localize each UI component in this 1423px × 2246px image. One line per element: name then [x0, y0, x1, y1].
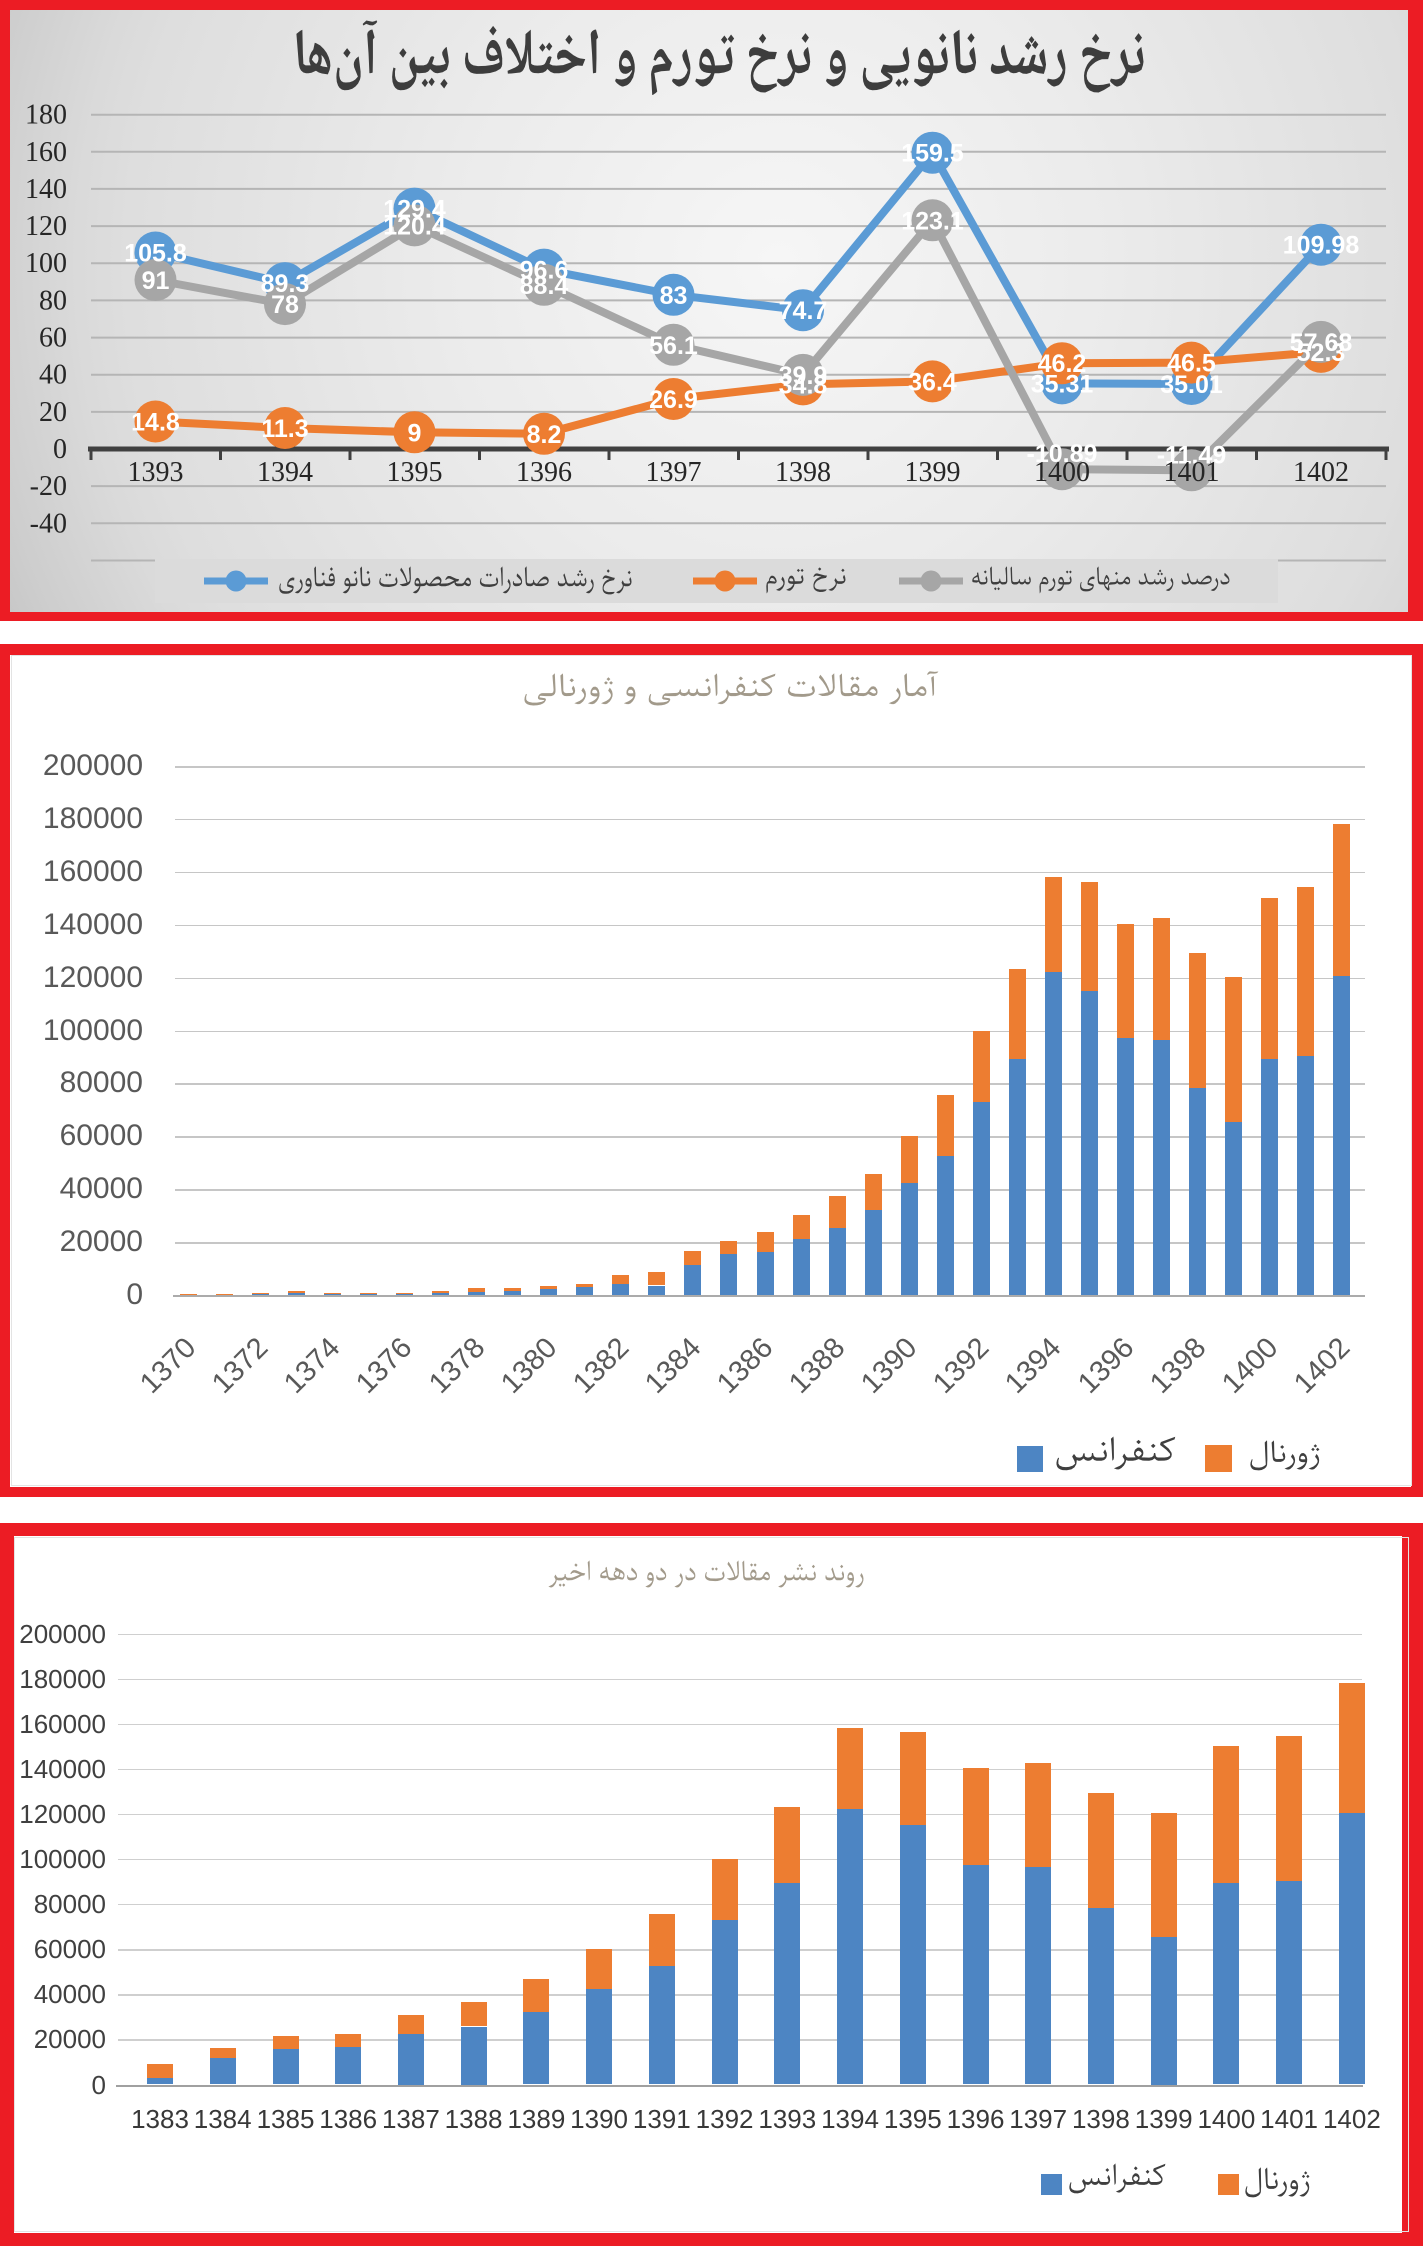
svg-text:1399: 1399 — [905, 457, 961, 488]
svg-text:36.4: 36.4 — [908, 368, 957, 396]
svg-text:26.9: 26.9 — [649, 386, 698, 414]
svg-text:57.68: 57.68 — [1290, 329, 1353, 357]
svg-text:60: 60 — [39, 323, 67, 354]
svg-text:-11.49: -11.49 — [1157, 441, 1227, 469]
svg-text:-10.89: -10.89 — [1027, 440, 1098, 468]
svg-text:1398: 1398 — [775, 457, 831, 488]
svg-text:129.4: 129.4 — [383, 196, 446, 224]
svg-text:123.1: 123.1 — [901, 207, 964, 235]
svg-text:120.4: 120.4 — [383, 212, 446, 240]
svg-text:0: 0 — [53, 434, 67, 465]
svg-text:-20: -20 — [30, 471, 67, 502]
svg-text:1401: 1401 — [1164, 457, 1220, 488]
svg-text:140: 140 — [25, 174, 67, 205]
svg-text:109.98: 109.98 — [1283, 232, 1360, 260]
svg-text:35.31: 35.31 — [1031, 370, 1094, 398]
svg-text:39.9: 39.9 — [779, 362, 828, 390]
svg-text:74.7: 74.7 — [779, 297, 828, 325]
svg-text:89.3: 89.3 — [261, 270, 310, 298]
svg-text:14.8: 14.8 — [131, 409, 180, 437]
svg-text:46.2: 46.2 — [1038, 350, 1087, 378]
svg-text:160: 160 — [25, 137, 67, 168]
svg-text:105.8: 105.8 — [124, 240, 187, 268]
svg-text:1394: 1394 — [257, 457, 313, 488]
svg-text:120: 120 — [25, 211, 67, 242]
svg-text:34.8: 34.8 — [779, 371, 828, 399]
svg-text:159.5: 159.5 — [901, 140, 964, 168]
svg-text:20: 20 — [39, 397, 67, 428]
svg-text:46.5: 46.5 — [1167, 350, 1216, 378]
svg-text:11.3: 11.3 — [261, 415, 308, 443]
svg-text:1397: 1397 — [646, 457, 702, 488]
svg-text:180: 180 — [25, 100, 67, 131]
svg-text:96.6: 96.6 — [520, 257, 569, 285]
svg-text:83: 83 — [660, 282, 688, 310]
svg-text:80: 80 — [39, 285, 67, 316]
svg-text:8.2: 8.2 — [527, 421, 562, 449]
svg-text:78: 78 — [271, 291, 299, 319]
svg-text:9: 9 — [408, 419, 422, 447]
svg-text:91: 91 — [142, 267, 170, 295]
svg-text:56.1: 56.1 — [649, 332, 698, 360]
svg-text:40: 40 — [39, 360, 67, 391]
svg-text:1396: 1396 — [516, 457, 572, 488]
svg-text:1400: 1400 — [1034, 457, 1090, 488]
svg-text:1393: 1393 — [128, 457, 184, 488]
svg-text:-40: -40 — [30, 508, 67, 539]
svg-text:1402: 1402 — [1293, 457, 1349, 488]
svg-text:100: 100 — [25, 248, 67, 279]
svg-text:35.01: 35.01 — [1160, 371, 1223, 399]
svg-text:1395: 1395 — [387, 457, 443, 488]
svg-text:52.3: 52.3 — [1297, 339, 1346, 367]
svg-text:88.4: 88.4 — [520, 272, 569, 300]
